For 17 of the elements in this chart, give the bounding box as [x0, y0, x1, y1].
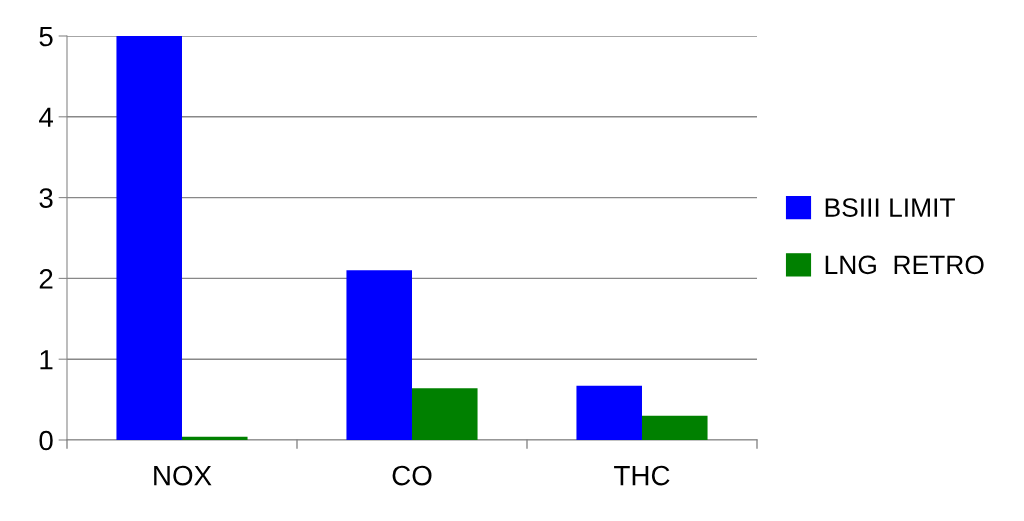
bar — [412, 388, 478, 440]
bar — [116, 36, 182, 440]
y-tick-label: 0 — [39, 430, 53, 451]
legend-label: BSIII LIMIT — [825, 198, 955, 217]
bar — [182, 436, 248, 440]
bar — [642, 415, 708, 440]
bar — [576, 385, 642, 440]
y-tick-label: 3 — [39, 188, 53, 208]
y-tick-label: 1 — [40, 350, 53, 370]
y-tick-label: 4 — [39, 107, 53, 127]
y-tick-label: 2 — [39, 269, 53, 289]
x-tick-label: THC — [614, 465, 670, 486]
x-tick-label: NOX — [154, 465, 212, 486]
y-tick-label: 5 — [39, 26, 53, 47]
legend-label: LNG RETRO — [825, 255, 984, 275]
x-tick-label: CO — [392, 465, 432, 486]
bar — [346, 270, 412, 440]
